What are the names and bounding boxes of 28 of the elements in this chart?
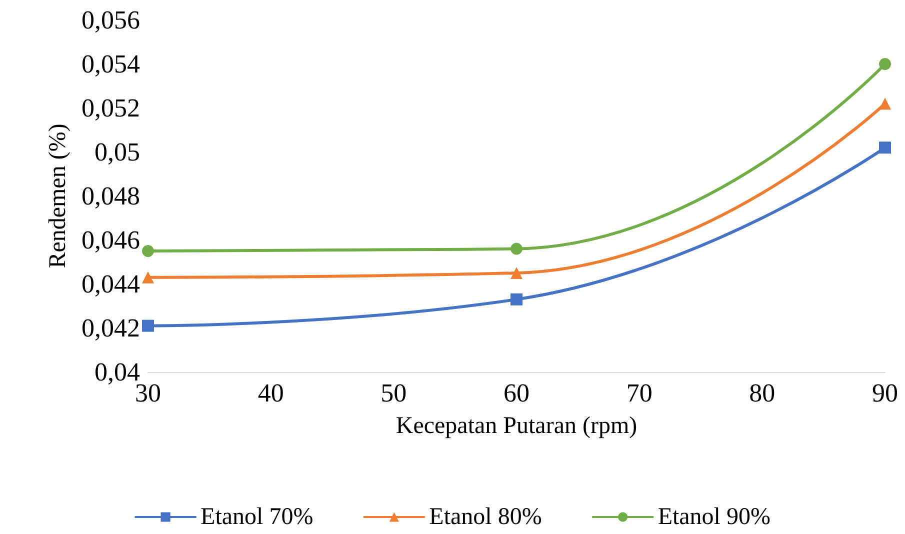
y-tick-label: 0,046 [82,226,140,254]
y-tick-label: 0,052 [82,94,140,122]
y-tick-label: 0,05 [94,138,140,166]
x-tick-label: 50 [380,378,407,408]
point [142,271,154,284]
y-tick-label: 0,048 [82,182,140,210]
x-tick-label: 60 [504,378,530,408]
y-tick-label: 0,042 [82,314,140,342]
point [510,293,522,306]
y-axis-title: Rendemen (%) [45,124,71,268]
legend-label: Etanol 70% [200,504,314,530]
x-axis-title: Kecepatan Putaran (rpm) [396,413,638,439]
point [510,267,522,279]
y-tick-label: 0,044 [82,270,140,298]
legend-label: Etanol 90% [658,504,770,530]
x-tick-label: 40 [258,378,284,408]
point [142,245,154,257]
point [879,142,891,154]
legend-label: Etanol 80% [429,504,542,530]
y-tick-label: 0,056 [82,6,140,34]
point [510,242,522,255]
x-tick-label: 80 [749,378,776,408]
x-tick-label: 90 [872,378,898,408]
y-tick-label: 0,054 [82,50,140,78]
point [879,58,891,70]
point [142,320,154,332]
point [879,98,891,110]
x-tick-label: 70 [626,378,652,408]
